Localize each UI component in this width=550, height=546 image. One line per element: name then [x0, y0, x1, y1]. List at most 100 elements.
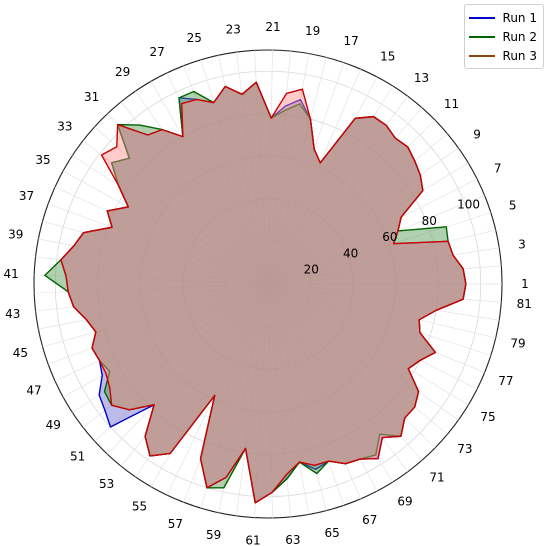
angular-tick-label-15: 15: [380, 50, 395, 64]
angular-gridline-77: [267, 283, 485, 373]
angular-gridline-25: [200, 59, 269, 285]
angular-tick-label-35: 35: [35, 153, 50, 167]
legend-item-run-3: Run 3: [468, 46, 537, 65]
angular-gridline-15: [267, 76, 378, 285]
angular-gridline-51: [94, 283, 269, 442]
angular-gridline-47: [54, 283, 269, 382]
angular-tick-label-3: 3: [518, 237, 526, 251]
radial-tick-label-40: 40: [343, 246, 358, 260]
angular-gridline-75: [267, 283, 469, 406]
angular-gridline-74: [267, 283, 459, 421]
angular-gridline-13: [267, 96, 409, 285]
legend-label-run-1: Run 1: [502, 10, 537, 25]
angular-gridline-20: [267, 51, 292, 285]
angular-tick-label-1: 1: [521, 277, 529, 291]
angular-gridline-30: [120, 101, 269, 285]
angular-gridline-42: [34, 283, 269, 294]
angular-gridline-60: [235, 283, 269, 516]
angular-gridline-34: [72, 155, 269, 285]
angular-tick-label-55: 55: [132, 500, 147, 514]
angular-tick-label-23: 23: [226, 22, 241, 36]
angular-gridline-3: [267, 247, 500, 285]
angular-gridline-18: [267, 57, 327, 285]
legend-item-run-1: Run 1: [468, 8, 537, 27]
angular-gridline-26: [183, 65, 269, 285]
angular-gridline-21: [267, 50, 273, 285]
angular-tick-label-79: 79: [510, 336, 525, 350]
angular-gridline-71: [267, 283, 423, 461]
angular-tick-label-19: 19: [305, 24, 320, 38]
angular-gridline-80: [267, 283, 500, 321]
angular-gridline-19: [267, 53, 309, 285]
angular-tick-label-31: 31: [84, 90, 99, 104]
angular-tick-label-5: 5: [509, 199, 517, 213]
angular-gridline-79: [267, 283, 496, 339]
angular-gridline-17: [267, 62, 345, 285]
angular-tick-label-75: 75: [480, 410, 495, 424]
angular-gridline-8: [267, 162, 469, 285]
angular-tick-label-77: 77: [498, 374, 513, 388]
angular-gridline-73: [267, 283, 448, 435]
angular-tick-label-63: 63: [285, 533, 300, 546]
angular-gridline-36: [54, 186, 269, 285]
radial-tick-label-60: 60: [382, 230, 397, 244]
angular-tick-label-73: 73: [457, 442, 472, 456]
angular-gridline-70: [267, 283, 409, 472]
angular-gridline-68: [267, 283, 378, 492]
angular-gridline-76: [267, 283, 478, 390]
radial-tick-labels: 20 40 60 80 100: [304, 198, 480, 277]
angular-tick-label-69: 69: [397, 494, 412, 508]
angular-tick-label-17: 17: [344, 34, 359, 48]
angular-gridline-57: [183, 283, 269, 503]
angular-gridline-56: [166, 283, 269, 496]
angular-gridline-72: [267, 283, 436, 449]
angular-tick-label-39: 39: [8, 227, 23, 241]
angular-gridline-33: [82, 140, 269, 285]
angular-gridline-52: [107, 283, 269, 455]
angular-tick-label-25: 25: [187, 31, 202, 45]
angular-tick-label-65: 65: [324, 526, 339, 540]
angular-tick-label-49: 49: [46, 418, 61, 432]
angular-gridline-14: [267, 85, 394, 285]
angular-tick-label-59: 59: [206, 528, 221, 542]
legend-swatch-run-2: [468, 35, 495, 38]
angular-gridline-45: [42, 283, 269, 348]
angular-gridline-9: [267, 147, 459, 285]
angular-gridline-31: [107, 113, 269, 285]
angular-tick-label-13: 13: [414, 71, 429, 85]
legend-label-run-2: Run 2: [502, 29, 537, 44]
angular-gridline-7: [267, 178, 478, 285]
angular-gridline-22: [254, 50, 269, 285]
legend-item-run-2: Run 2: [468, 27, 537, 46]
angular-gridline-78: [267, 283, 491, 356]
angular-tick-label-45: 45: [13, 346, 28, 360]
angular-tick-label-27: 27: [149, 45, 164, 59]
legend-swatch-run-1: [468, 16, 495, 19]
angular-gridline-4: [267, 229, 496, 285]
angular-gridline-16: [267, 68, 362, 285]
angular-gridline-12: [267, 107, 423, 285]
angular-gridline-5: [267, 212, 491, 285]
angular-gridline-64: [267, 283, 309, 515]
angular-tick-label-61: 61: [245, 534, 260, 546]
angular-tick-label-51: 51: [70, 450, 85, 464]
angular-tick-label-71: 71: [429, 471, 444, 485]
angular-tick-label-41: 41: [4, 267, 19, 281]
angular-gridline-38: [42, 220, 269, 285]
angular-gridline-69: [267, 283, 394, 483]
angular-gridline-27: [166, 72, 269, 285]
angular-tick-label-11: 11: [444, 97, 459, 111]
angular-gridline-62: [267, 283, 273, 518]
angular-tick-labels: 1357911131517192123252729313335373941434…: [4, 20, 532, 546]
angular-gridline-66: [267, 283, 345, 506]
angular-gridline-48: [62, 283, 269, 398]
angular-gridline-46: [47, 283, 269, 365]
angular-gridline-29: [135, 90, 269, 285]
angular-gridline-35: [62, 170, 269, 285]
angular-tick-label-29: 29: [115, 65, 130, 79]
angular-gridline-59: [218, 283, 269, 513]
angular-tick-label-57: 57: [168, 517, 183, 531]
angular-tick-label-67: 67: [362, 513, 377, 527]
angular-tick-label-7: 7: [494, 162, 502, 176]
